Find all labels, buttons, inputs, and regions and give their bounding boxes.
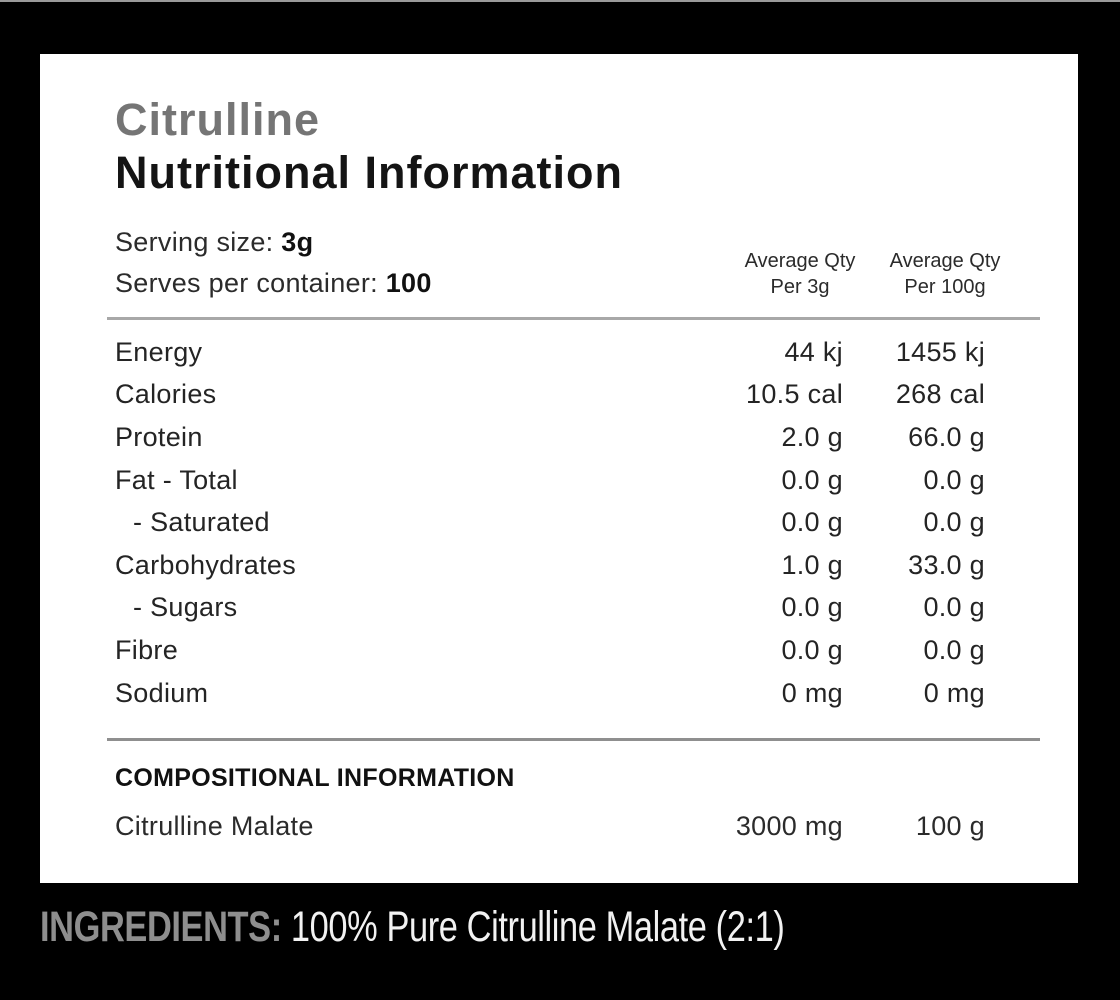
nutrient-label: Carbohydrates	[115, 549, 296, 580]
nutrient-label: Fibre	[115, 634, 179, 665]
table-row-sodium: Sodium 0 mg 0 mg	[115, 672, 985, 715]
table-row-calories: Calories 10.5 cal 268 cal	[115, 374, 985, 417]
nutrition-label-panel: Citrulline Nutritional Information Servi…	[40, 54, 1078, 883]
column-header-per-3g-line2: Per 3g	[770, 276, 830, 298]
serving-size-value: 3g	[281, 227, 314, 257]
value-per-3g: 3000 mg	[735, 810, 843, 841]
value-per-100g: 0.0 g	[923, 634, 985, 665]
compositional-heading: COMPOSITIONAL INFORMATION	[115, 764, 515, 792]
serving-size-label: Serving size:	[115, 227, 282, 257]
column-header-per-100g: Average Qty Per 100g	[860, 248, 1030, 300]
nutrient-label: - Saturated	[133, 507, 270, 538]
value-per-100g: 268 cal	[895, 379, 985, 410]
ingredients-label: INGREDIENTS:	[40, 903, 282, 951]
divider-top	[107, 317, 1040, 320]
value-per-3g: 44 kj	[784, 336, 843, 367]
column-header-per-100g-line1: Average Qty	[889, 250, 1001, 272]
column-header-per-3g: Average Qty Per 3g	[715, 248, 885, 300]
serves-per-container-line: Serves per container: 100	[115, 266, 432, 300]
table-row-fat-total: Fat - Total 0.0 g 0.0 g	[115, 459, 985, 502]
compositional-table: Citrulline Malate 3000 mg 100 g	[115, 806, 985, 846]
nutrient-label: - Sugars	[133, 592, 238, 623]
page-title: Nutritional Information	[115, 147, 623, 198]
serves-label: Serves per container:	[115, 268, 386, 298]
value-per-100g: 0.0 g	[923, 592, 985, 623]
value-per-100g: 66.0 g	[908, 421, 985, 452]
value-per-100g: 0.0 g	[923, 507, 985, 538]
value-per-3g: 1.0 g	[781, 549, 843, 580]
nutrition-table: Energy 44 kj 1455 kj Calories 10.5 cal 2…	[115, 331, 985, 714]
value-per-100g: 0 mg	[923, 677, 985, 708]
table-row-protein: Protein 2.0 g 66.0 g	[115, 416, 985, 459]
table-row-citrulline-malate: Citrulline Malate 3000 mg 100 g	[115, 806, 985, 846]
table-row-sugars: - Sugars 0.0 g 0.0 g	[115, 587, 985, 630]
nutrient-label: Energy	[115, 336, 203, 367]
column-header-per-3g-line1: Average Qty	[744, 250, 856, 272]
ingredient-label: Citrulline Malate	[115, 810, 314, 841]
value-per-100g: 1455 kj	[895, 336, 985, 367]
serves-value: 100	[385, 268, 432, 298]
value-per-100g: 100 g	[915, 810, 985, 841]
product-name: Citrulline	[115, 94, 321, 145]
top-edge-line	[0, 0, 1120, 2]
nutrient-label: Protein	[115, 421, 203, 452]
nutrient-label: Fat - Total	[115, 464, 238, 495]
value-per-3g: 0.0 g	[781, 464, 843, 495]
ingredients-text: 100% Pure Citrulline Malate (2:1)	[281, 903, 785, 951]
value-per-100g: 0.0 g	[923, 464, 985, 495]
divider-bottom	[107, 738, 1040, 741]
value-per-3g: 0.0 g	[781, 507, 843, 538]
value-per-3g: 0.0 g	[781, 592, 843, 623]
nutrient-label: Sodium	[115, 677, 209, 708]
column-header-per-100g-line2: Per 100g	[904, 276, 986, 298]
table-row-fat-saturated: - Saturated 0.0 g 0.0 g	[115, 501, 985, 544]
table-row-energy: Energy 44 kj 1455 kj	[115, 331, 985, 374]
value-per-3g: 0.0 g	[781, 634, 843, 665]
serving-size-line: Serving size: 3g	[115, 225, 313, 259]
value-per-3g: 10.5 cal	[746, 379, 843, 410]
ingredients-line: INGREDIENTS: 100% Pure Citrulline Malate…	[40, 901, 785, 953]
value-per-3g: 0 mg	[781, 677, 843, 708]
value-per-100g: 33.0 g	[908, 549, 985, 580]
table-row-carbohydrates: Carbohydrates 1.0 g 33.0 g	[115, 544, 985, 587]
nutrient-label: Calories	[115, 379, 217, 410]
value-per-3g: 2.0 g	[781, 421, 843, 452]
table-row-fibre: Fibre 0.0 g 0.0 g	[115, 629, 985, 672]
